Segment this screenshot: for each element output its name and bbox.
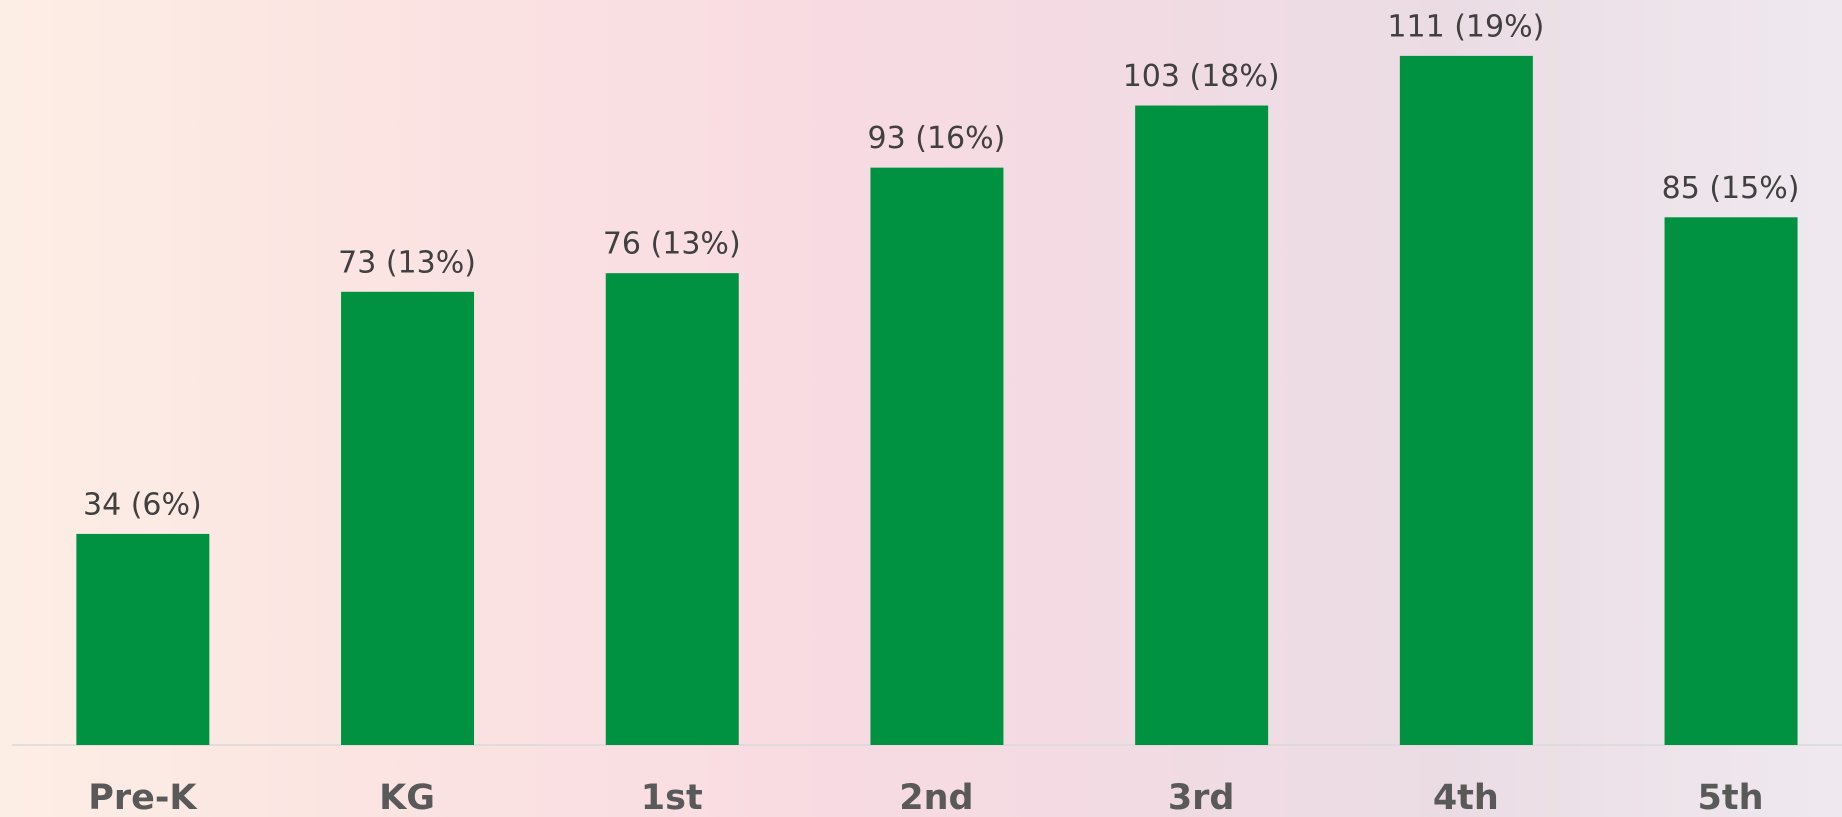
value-label: 34 (6%) bbox=[83, 487, 202, 522]
value-label: 73 (13%) bbox=[338, 245, 476, 280]
bar bbox=[76, 533, 210, 745]
x-tick-label: 3rd bbox=[1168, 778, 1235, 817]
bar bbox=[605, 273, 739, 745]
value-label: 76 (13%) bbox=[603, 227, 741, 262]
x-tick-label: 2nd bbox=[899, 778, 973, 817]
value-label: 93 (16%) bbox=[868, 121, 1006, 156]
x-tick-label: 4th bbox=[1433, 778, 1499, 817]
value-label: 85 (15%) bbox=[1662, 171, 1800, 206]
value-label: 111 (19%) bbox=[1387, 9, 1544, 44]
bar bbox=[1135, 105, 1269, 745]
bar bbox=[341, 291, 475, 745]
value-label: 103 (18%) bbox=[1123, 59, 1280, 94]
x-tick-label: KG bbox=[379, 778, 435, 817]
x-tick-label: 1st bbox=[641, 778, 703, 817]
x-tick-label: Pre-K bbox=[88, 778, 198, 817]
bar bbox=[1664, 217, 1798, 745]
bar bbox=[870, 167, 1004, 745]
x-tick-label: 5th bbox=[1698, 778, 1764, 817]
bar bbox=[1399, 55, 1533, 745]
